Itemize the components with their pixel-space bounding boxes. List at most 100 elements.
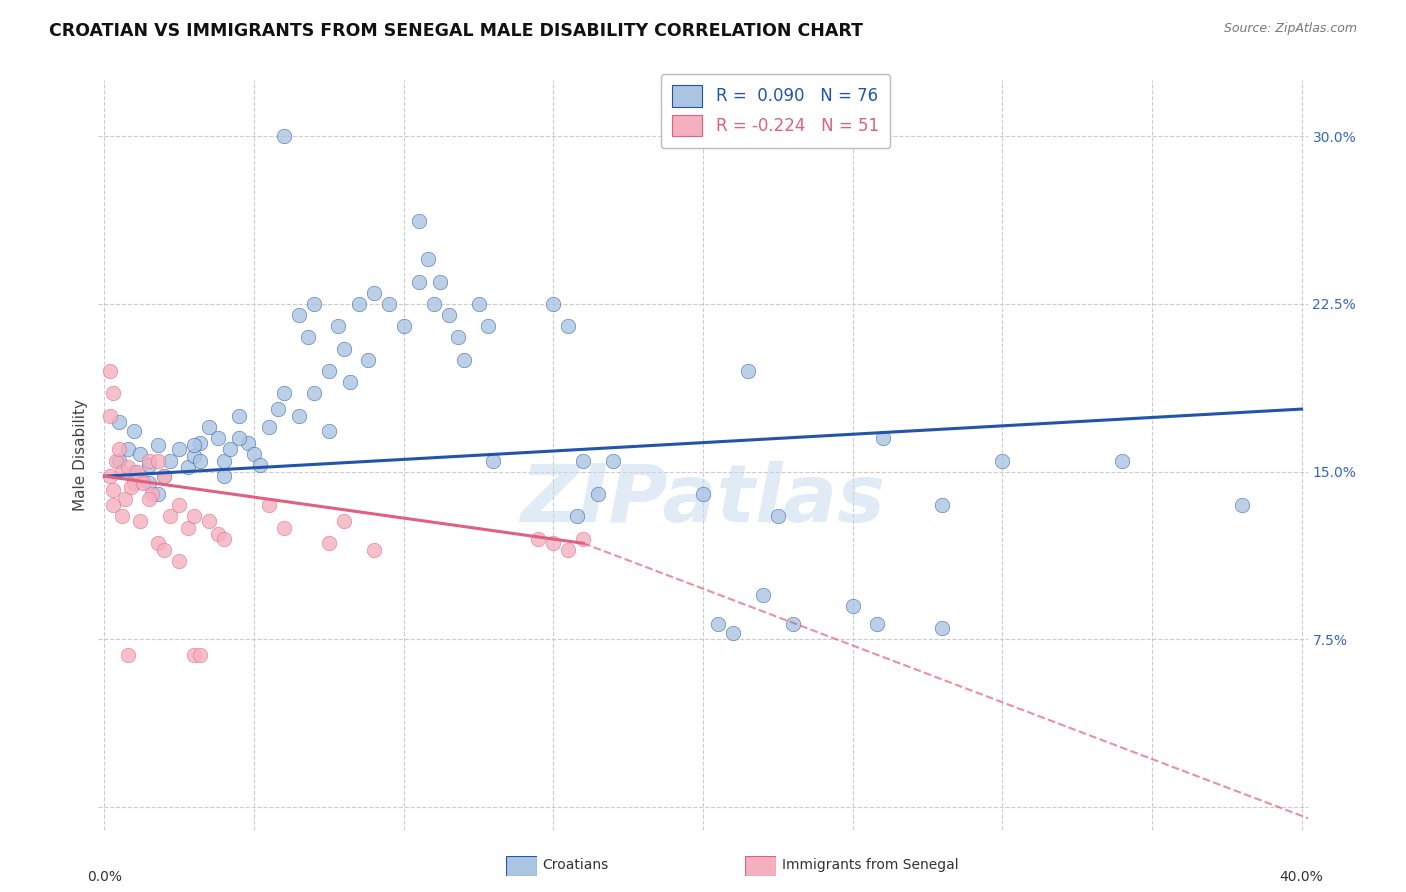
Point [108, 416, 131, 430]
Point [416, 252, 439, 267]
Point [333, 342, 356, 356]
Text: Source: ZipAtlas.com: Source: ZipAtlas.com [1223, 22, 1357, 36]
Point [148, 453, 170, 467]
Point [437, 308, 460, 322]
Point [318, 536, 340, 550]
Point [138, 458, 160, 472]
Point [318, 364, 340, 378]
Point [557, 543, 579, 558]
Point [339, 376, 361, 390]
Point [117, 648, 139, 662]
Point [141, 487, 163, 501]
Point [129, 514, 152, 528]
Point [467, 297, 489, 311]
Point [132, 475, 155, 490]
Point [273, 386, 295, 401]
Point [1111, 453, 1133, 467]
Point [183, 449, 205, 463]
Point [243, 447, 266, 461]
Point [138, 491, 160, 506]
Point [1230, 498, 1253, 512]
Point [183, 648, 205, 662]
Text: Immigrants from Senegal: Immigrants from Senegal [782, 858, 959, 872]
Point [721, 625, 744, 640]
Point [100, 409, 122, 423]
Point [138, 453, 160, 467]
Point [120, 480, 142, 494]
Point [482, 453, 505, 467]
Point [167, 442, 190, 457]
Point [111, 509, 134, 524]
Point [249, 458, 271, 472]
Point [318, 425, 340, 439]
Point [124, 465, 146, 479]
Point [153, 543, 176, 558]
Point [114, 491, 136, 506]
Point [602, 453, 624, 467]
Point [148, 536, 170, 550]
Point [429, 275, 451, 289]
Point [127, 465, 149, 479]
Point [153, 469, 176, 483]
Point [931, 621, 953, 635]
Point [273, 129, 295, 144]
Point [198, 420, 221, 434]
Point [567, 509, 589, 524]
Point [752, 588, 775, 602]
Point [572, 532, 595, 546]
Point [219, 442, 242, 457]
Point [737, 364, 759, 378]
Point [572, 453, 595, 467]
Point [422, 297, 444, 311]
Point [148, 487, 170, 501]
Point [841, 599, 863, 613]
Point [297, 330, 319, 344]
Point [477, 319, 499, 334]
Point [100, 364, 122, 378]
Point [129, 469, 152, 483]
Point [167, 554, 190, 568]
Point [228, 409, 250, 423]
Y-axis label: Male Disability: Male Disability [73, 399, 89, 511]
Point [408, 275, 430, 289]
Point [159, 509, 181, 524]
Point [692, 487, 714, 501]
Point [167, 498, 190, 512]
Point [543, 297, 565, 311]
Point [527, 532, 550, 546]
Point [872, 431, 894, 445]
Point [377, 297, 399, 311]
Point [357, 352, 380, 367]
Point [129, 447, 152, 461]
Text: CROATIAN VS IMMIGRANTS FROM SENEGAL MALE DISABILITY CORRELATION CHART: CROATIAN VS IMMIGRANTS FROM SENEGAL MALE… [49, 22, 863, 40]
Text: 40.0%: 40.0% [1279, 870, 1323, 884]
Legend: R =  0.090   N = 76, R = -0.224   N = 51: R = 0.090 N = 76, R = -0.224 N = 51 [661, 74, 890, 148]
Point [117, 460, 139, 475]
Point [188, 435, 211, 450]
Point [177, 460, 200, 475]
Point [111, 465, 134, 479]
Point [117, 442, 139, 457]
Point [228, 431, 250, 445]
Point [103, 498, 125, 512]
Point [392, 319, 415, 334]
Point [333, 514, 356, 528]
Point [103, 483, 125, 497]
Point [347, 297, 370, 311]
Point [198, 514, 221, 528]
Point [288, 308, 311, 322]
Point [207, 527, 229, 541]
Point [100, 469, 122, 483]
Point [212, 453, 235, 467]
Point [212, 532, 235, 546]
Point [188, 648, 211, 662]
Point [363, 285, 385, 300]
Point [288, 409, 311, 423]
Point [557, 319, 579, 334]
Point [108, 453, 131, 467]
Point [273, 520, 295, 534]
Point [931, 498, 953, 512]
Text: 0.0%: 0.0% [87, 870, 122, 884]
Point [257, 420, 280, 434]
Point [782, 616, 804, 631]
